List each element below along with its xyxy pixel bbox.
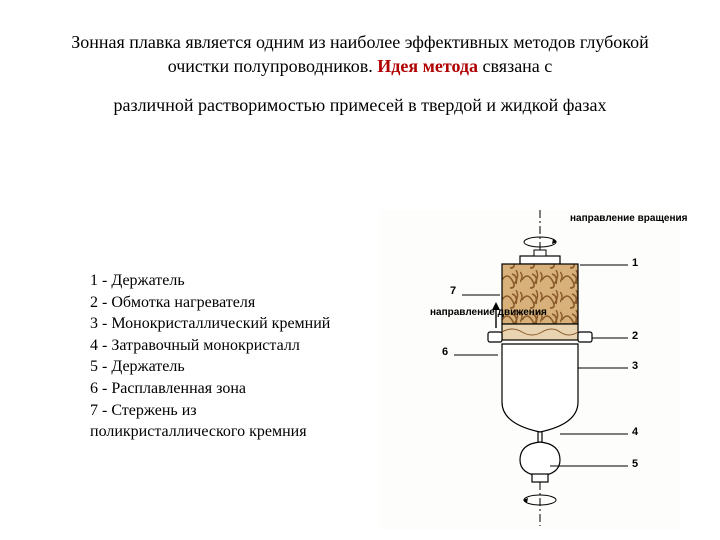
- callout-5: 5: [632, 458, 638, 470]
- callout-7: 7: [450, 285, 456, 297]
- callout-4: 4: [632, 426, 638, 438]
- rotation-label-text: направление вращения: [570, 213, 687, 224]
- callout-3: 3: [632, 360, 638, 372]
- legend-item: 3 - Монокристаллический кремний: [90, 313, 350, 335]
- callout-6: 6: [442, 346, 448, 358]
- intro-pre: Зонная плавка является одним из наиболее…: [71, 32, 649, 76]
- callout-2: 2: [632, 330, 638, 342]
- movement-label-text: направление движения: [430, 307, 547, 318]
- callout-1: 1: [632, 257, 638, 269]
- intro-highlight: Идея метода: [377, 56, 478, 76]
- legend-item: 5 - Держатель: [90, 356, 350, 378]
- rotation-label: направление вращения: [570, 214, 687, 225]
- legend-item: 4 - Затравочный монокристалл: [90, 335, 350, 357]
- legend-item: 6 - Расплавленная зона: [90, 378, 350, 400]
- intro-text: Зонная плавка является одним из наиболее…: [60, 30, 660, 117]
- intro-line2: различной растворимостью примесей в твер…: [113, 95, 606, 115]
- legend-item: 2 - Обмотка нагревателя: [90, 292, 350, 314]
- movement-label: направление движения: [430, 308, 547, 319]
- zone-melting-diagram: направление вращения направление движени…: [380, 210, 680, 530]
- legend-item: 1 - Держатель: [90, 270, 350, 292]
- intro-post: связана с: [478, 56, 552, 76]
- legend-list: 1 - Держатель 2 - Обмотка нагревателя 3 …: [90, 270, 350, 443]
- legend-item: 7 - Стержень из поликристаллического кре…: [90, 400, 350, 443]
